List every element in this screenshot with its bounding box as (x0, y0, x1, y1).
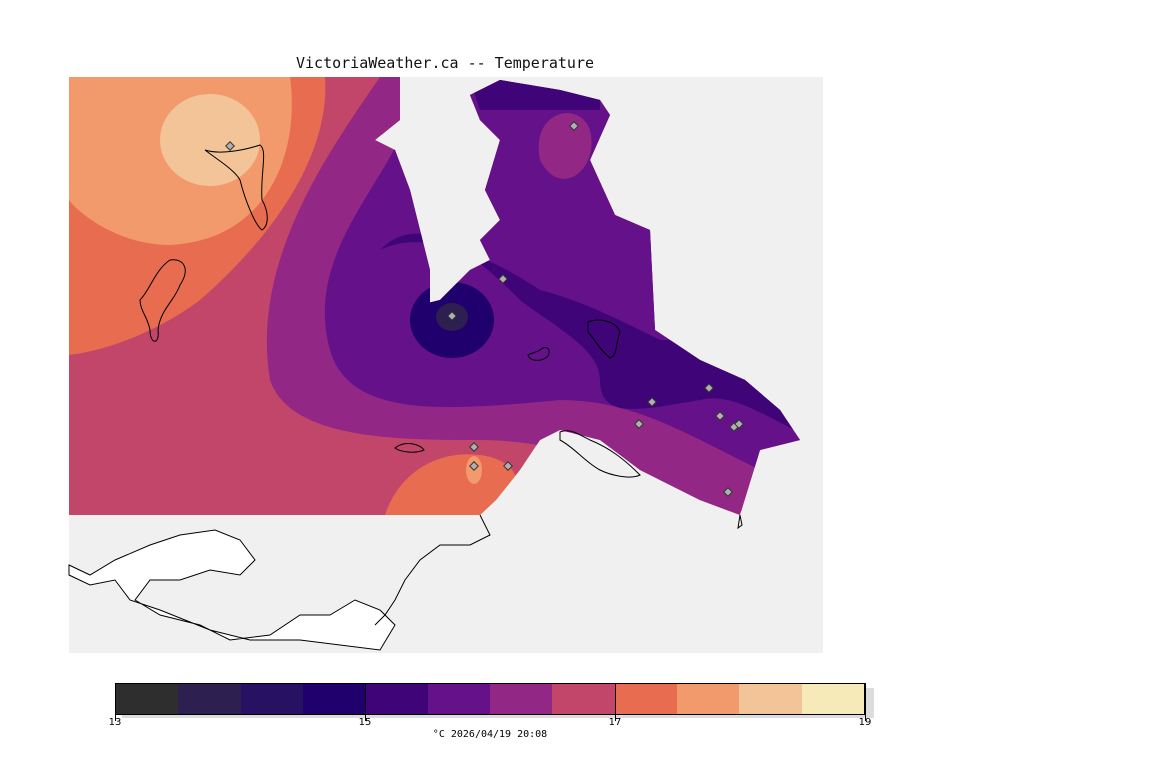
colorbar-tick-mark (865, 683, 866, 721)
colorbar-segment (178, 684, 241, 714)
colorbar-segment (552, 684, 615, 714)
mainland-south (68, 529, 396, 651)
colorbar-segment (302, 684, 366, 714)
station-marker[interactable] (734, 419, 744, 429)
band-south-17-17-5 (385, 454, 518, 515)
station-marker[interactable] (498, 274, 508, 284)
colorbar-segment (801, 684, 864, 714)
station-marker[interactable] (469, 442, 479, 452)
station-marker[interactable] (704, 383, 714, 393)
colorbar-segment (489, 684, 553, 714)
colorbar-segment (739, 684, 802, 714)
station-marker[interactable] (715, 411, 725, 421)
station-marker[interactable] (447, 311, 457, 321)
station-markers (225, 121, 744, 497)
coastlines (139, 144, 743, 530)
colorbar-tick-label: 13 (108, 717, 122, 728)
station-marker[interactable] (503, 461, 513, 471)
colorbar-segment (116, 684, 179, 714)
band-18-18-5 (160, 94, 260, 186)
station-marker[interactable] (469, 461, 479, 471)
colorbar-segment (676, 684, 740, 714)
temperature-map (68, 77, 823, 653)
chart-title: VictoriaWeather.ca -- Temperature (295, 54, 594, 72)
colorbar-segment (365, 684, 428, 714)
colorbar-tick-label: 17 (608, 717, 622, 728)
station-marker[interactable] (225, 141, 235, 151)
colorbar-segment (240, 684, 303, 714)
colorbar-tick-mark (615, 683, 616, 721)
colorbar-tick-mark (365, 683, 366, 721)
station-marker[interactable] (723, 487, 733, 497)
coast-line-east (374, 514, 491, 626)
colorbar-segment (614, 684, 677, 714)
colorbar-tick-label: 19 (858, 717, 872, 728)
colorbar-tick-mark (115, 683, 116, 721)
units-timestamp: °C 2026/04/19 20:08 (432, 729, 548, 740)
station-marker[interactable] (634, 419, 644, 429)
colorbar-tick-label: 15 (358, 717, 372, 728)
colorbar-segment (427, 684, 490, 714)
station-marker[interactable] (569, 121, 579, 131)
colorbar (115, 683, 865, 715)
station-marker[interactable] (647, 397, 657, 407)
